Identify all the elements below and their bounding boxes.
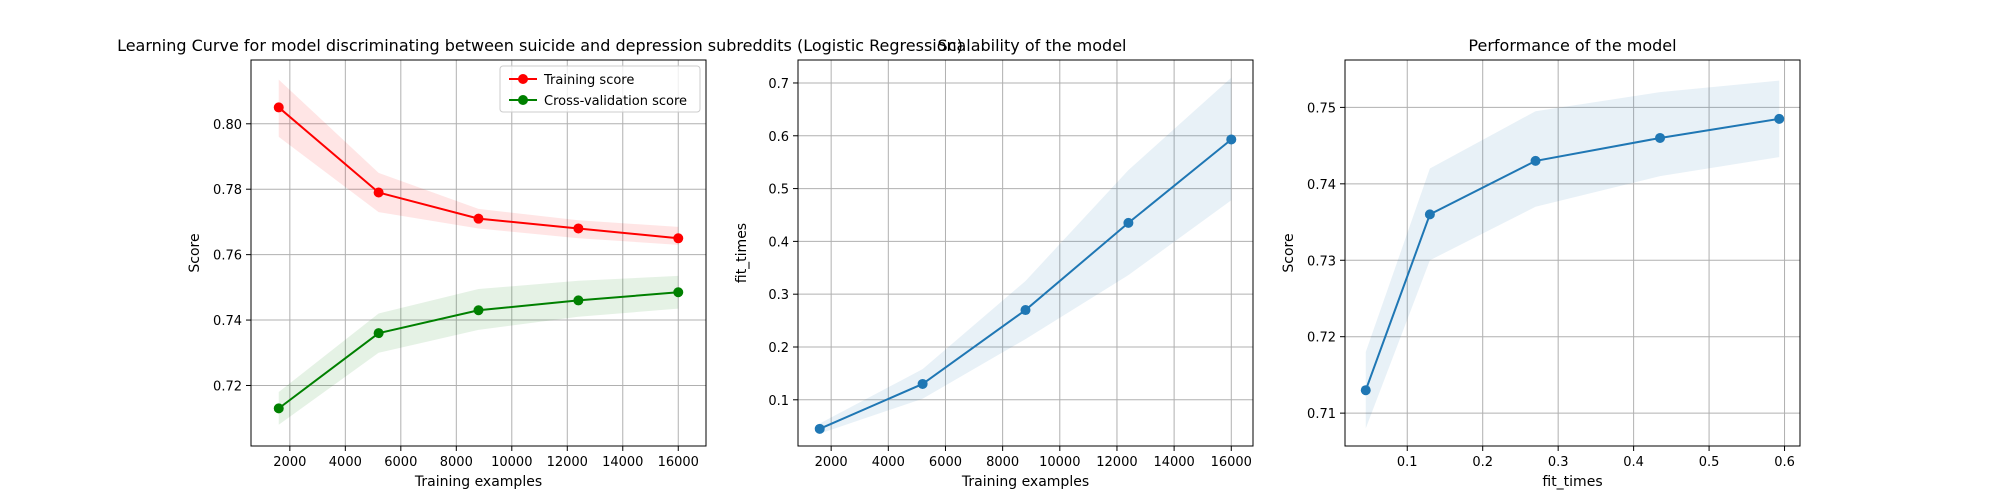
legend-frame <box>499 65 701 113</box>
x-tick-label: 2000 <box>815 455 848 470</box>
data-point <box>1530 155 1541 166</box>
ticks: 2000 4000 6000 8000 10000 12000 14000 16000 0.1 0… <box>768 77 1252 470</box>
axes-frame <box>797 59 1254 447</box>
chart-title: Scalability of the model <box>938 36 1127 55</box>
legend-swatch-marker <box>518 74 528 84</box>
data-point <box>673 287 684 298</box>
x-tick-label: 12000 <box>1096 455 1137 470</box>
chart-title: Learning Curve for model discriminating … <box>117 36 963 55</box>
subplot-1: 2000 4000 6000 8000 10000 12000 14000 160000.72… <box>117 36 963 490</box>
x-tick-label: 16000 <box>658 455 699 470</box>
x-tick-label: 14000 <box>1153 455 1194 470</box>
data-point <box>1774 113 1785 124</box>
x-tick-label: 2000 <box>273 455 306 470</box>
grid <box>251 60 706 446</box>
data-point <box>1020 305 1031 316</box>
x-tick-label: 16000 <box>1211 455 1252 470</box>
legend: Training score Cross-validation score <box>499 65 701 113</box>
series-2 <box>273 275 684 425</box>
y-tick-label: 0.75 <box>1307 101 1336 116</box>
confidence-band <box>819 77 1232 434</box>
x-tick-label: 4000 <box>872 455 905 470</box>
x-tick-label: 6000 <box>929 455 962 470</box>
y-tick-label: 0.5 <box>768 183 789 198</box>
series-1 <box>814 77 1237 434</box>
y-tick-label: 0.71 <box>1307 407 1336 422</box>
data-point <box>1360 385 1371 396</box>
x-tick-label: 0.3 <box>1548 455 1569 470</box>
confidence-band <box>1365 80 1780 429</box>
ticks: 2000 4000 6000 8000 10000 12000 14000 16000 0.72… <box>213 118 699 470</box>
data-point <box>373 328 384 339</box>
x-tick-label: 4000 <box>329 455 362 470</box>
x-tick-label: 8000 <box>986 455 1019 470</box>
y-tick-label: 0.80 <box>213 118 242 133</box>
data-point <box>673 233 684 244</box>
x-tick-label: 14000 <box>602 455 643 470</box>
x-tick-label: 10000 <box>491 455 532 470</box>
y-axis-label: Score <box>1281 233 1297 272</box>
data-point <box>1424 209 1435 220</box>
data-point <box>814 423 825 434</box>
subplot-3: 0.1 0.2 0.3 0.4 0.5 0.6 0.71 0.72 0.73 0.74 0.75 Pe… <box>1281 36 1801 490</box>
confidence-band <box>278 79 679 245</box>
legend-entry: Training score <box>543 73 634 88</box>
x-tick-label: 6000 <box>384 455 417 470</box>
series-1 <box>273 79 684 245</box>
legend-entry: Cross-validation score <box>544 94 687 109</box>
axes-frame <box>1344 59 1801 447</box>
data-point <box>1226 134 1237 145</box>
data-point <box>373 187 384 198</box>
x-tick-label: 12000 <box>547 455 588 470</box>
x-tick-label: 8000 <box>440 455 473 470</box>
x-tick-label: 0.1 <box>1397 455 1418 470</box>
x-axis-label: fit_times <box>1542 474 1602 490</box>
confidence-band <box>278 275 679 425</box>
grid <box>798 60 1253 446</box>
y-tick-label: 0.3 <box>768 288 789 303</box>
legend-swatch-marker <box>518 95 528 105</box>
data-point <box>573 223 584 234</box>
data-point <box>273 102 284 113</box>
y-tick-label: 0.78 <box>213 183 242 198</box>
y-tick-label: 0.1 <box>768 394 789 409</box>
subplot-2: 2000 4000 6000 8000 10000 12000 14000 16000 0.1 0… <box>734 36 1254 490</box>
chart-title: Performance of the model <box>1468 36 1676 55</box>
y-tick-label: 0.7 <box>768 77 789 92</box>
x-tick-label: 0.5 <box>1699 455 1720 470</box>
data-point <box>917 378 928 389</box>
y-axis-label: fit_times <box>734 223 750 283</box>
y-tick-label: 0.6 <box>768 130 789 145</box>
x-tick-label: 0.6 <box>1774 455 1795 470</box>
grid <box>1345 60 1800 446</box>
y-tick-label: 0.74 <box>1307 178 1336 193</box>
x-axis-label: Training examples <box>961 474 1089 490</box>
y-tick-label: 0.76 <box>213 249 242 264</box>
data-point <box>573 295 584 306</box>
data-point <box>473 213 484 224</box>
ticks: 0.1 0.2 0.3 0.4 0.5 0.6 0.71 0.72 0.73 0.74 0.75 <box>1307 101 1795 470</box>
y-axis-label: Score <box>187 233 203 272</box>
y-tick-label: 0.72 <box>213 379 242 394</box>
y-tick-label: 0.73 <box>1307 254 1336 269</box>
y-tick-label: 0.72 <box>1307 331 1336 346</box>
x-tick-label: 10000 <box>1039 455 1080 470</box>
x-axis-label: Training examples <box>414 474 542 490</box>
series-1 <box>1360 80 1785 429</box>
data-point <box>273 403 284 414</box>
data-point <box>1655 132 1666 143</box>
data-point <box>473 305 484 316</box>
y-tick-label: 0.4 <box>768 235 789 250</box>
axes-frame <box>250 59 707 447</box>
x-tick-label: 0.2 <box>1472 455 1493 470</box>
y-tick-label: 0.2 <box>768 341 789 356</box>
y-tick-label: 0.74 <box>213 314 242 329</box>
data-point <box>1123 217 1134 228</box>
x-tick-label: 0.4 <box>1623 455 1644 470</box>
